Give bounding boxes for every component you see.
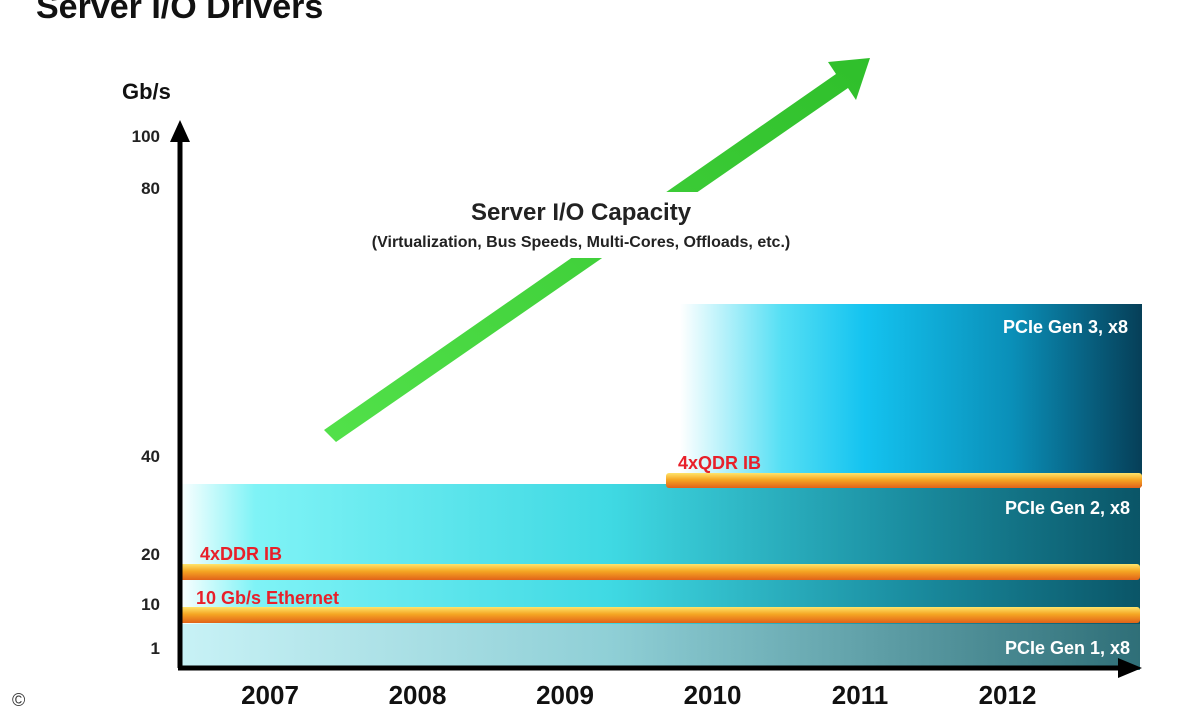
x-tick-label: 2007 [241,680,299,710]
line-label-4xddr: 4xDDR IB [200,544,282,564]
line-10g-ethernet [178,607,1140,623]
y-tick-label: 80 [141,179,160,198]
x-tick-label: 2012 [979,680,1037,710]
x-tick-label: 2011 [832,680,888,710]
capacity-title: Server I/O Capacity [471,199,692,226]
capacity-annotation-bg [262,192,902,258]
band-pcie-gen2 [178,484,1140,624]
y-tick-label: 20 [141,545,160,564]
line-label-10g-ethernet: 10 Gb/s Ethernet [196,588,339,608]
x-tick-label: 2009 [536,680,594,710]
chart-title: Server I/O Drivers [36,0,323,26]
y-tick-label: 1 [151,639,160,658]
copyright-mark: © [12,690,25,710]
line-4xddr-ib [178,564,1140,580]
x-tick-label: 2008 [389,680,447,710]
y-tick-label: 40 [141,447,160,466]
band-pcie-gen3 [680,304,1142,486]
x-tick-labels: 2007 2008 2009 2010 2011 2012 [241,680,1036,710]
line-4xqdr-ib [666,473,1142,488]
band-label-gen2: PCIe Gen 2, x8 [1005,498,1130,518]
y-tick-label: 100 [132,127,160,146]
band-pcie-gen1 [178,622,1140,670]
y-axis-label: Gb/s [122,79,171,104]
band-label-gen3: PCIe Gen 3, x8 [1003,317,1128,337]
y-tick-label: 10 [141,595,160,614]
x-axis-arrowhead [1118,658,1142,678]
line-label-4xqdr: 4xQDR IB [678,453,761,473]
y-tick-labels: 1 10 20 40 80 100 [132,127,160,658]
band-label-gen1: PCIe Gen 1, x8 [1005,638,1130,658]
x-tick-label: 2010 [684,680,742,710]
capacity-subtitle: (Virtualization, Bus Speeds, Multi-Cores… [372,234,790,251]
y-axis-arrowhead [170,120,190,142]
